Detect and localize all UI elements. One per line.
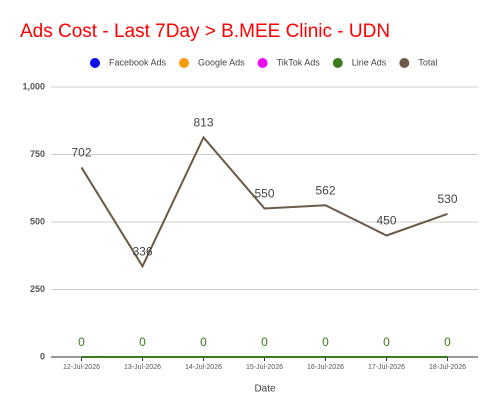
data-label: 0: [261, 335, 268, 349]
legend-swatch: [399, 58, 410, 68]
data-label: 0: [322, 335, 329, 349]
legend-label: Google Ads: [198, 57, 245, 67]
x-tick-label: 14-Jul-2026: [185, 364, 222, 371]
y-tick-label: 750: [30, 149, 45, 159]
x-tick-label: 16-Jul-2026: [307, 364, 344, 371]
x-tick-label: 18-Jul-2026: [429, 364, 466, 371]
legend-swatch: [179, 58, 190, 68]
x-tick-label: 15-Jul-2026: [246, 364, 283, 371]
series-line: [80, 135, 448, 269]
y-tick-label: 1,000: [22, 81, 45, 91]
x-tick-label: 12-Jul-2026: [63, 364, 100, 371]
data-label: 0: [383, 335, 390, 349]
data-label: 813: [193, 116, 213, 130]
y-tick-label: 500: [30, 216, 45, 226]
legend-swatch: [257, 58, 268, 68]
data-label: 0: [139, 335, 146, 349]
x-tick-label: 17-Jul-2026: [368, 364, 405, 371]
legend-label: Facebook Ads: [109, 57, 167, 67]
data-label: 0: [444, 335, 451, 349]
legend-label: TikTok Ads: [277, 57, 321, 67]
legend-swatch: [332, 58, 343, 68]
data-label: 450: [376, 214, 396, 228]
data-label: 0: [78, 335, 85, 349]
data-label: 562: [315, 183, 335, 197]
legend-swatch: [90, 58, 100, 68]
x-tick-label: 13-Jul-2026: [124, 364, 161, 371]
data-label: 702: [71, 146, 91, 160]
legend-label: Total: [418, 57, 437, 67]
y-tick-label: 250: [30, 284, 45, 294]
y-tick-label: 0: [40, 351, 45, 361]
data-label: 0: [200, 335, 207, 349]
data-label: 530: [437, 192, 457, 206]
data-label: 336: [132, 244, 152, 258]
chart-title: Ads Cost - Last 7Day > B.MEE Clinic - UD…: [20, 21, 390, 42]
x-axis-title: Date: [254, 384, 276, 395]
data-label: 550: [254, 187, 274, 201]
legend-label: Line Ads: [352, 57, 387, 67]
